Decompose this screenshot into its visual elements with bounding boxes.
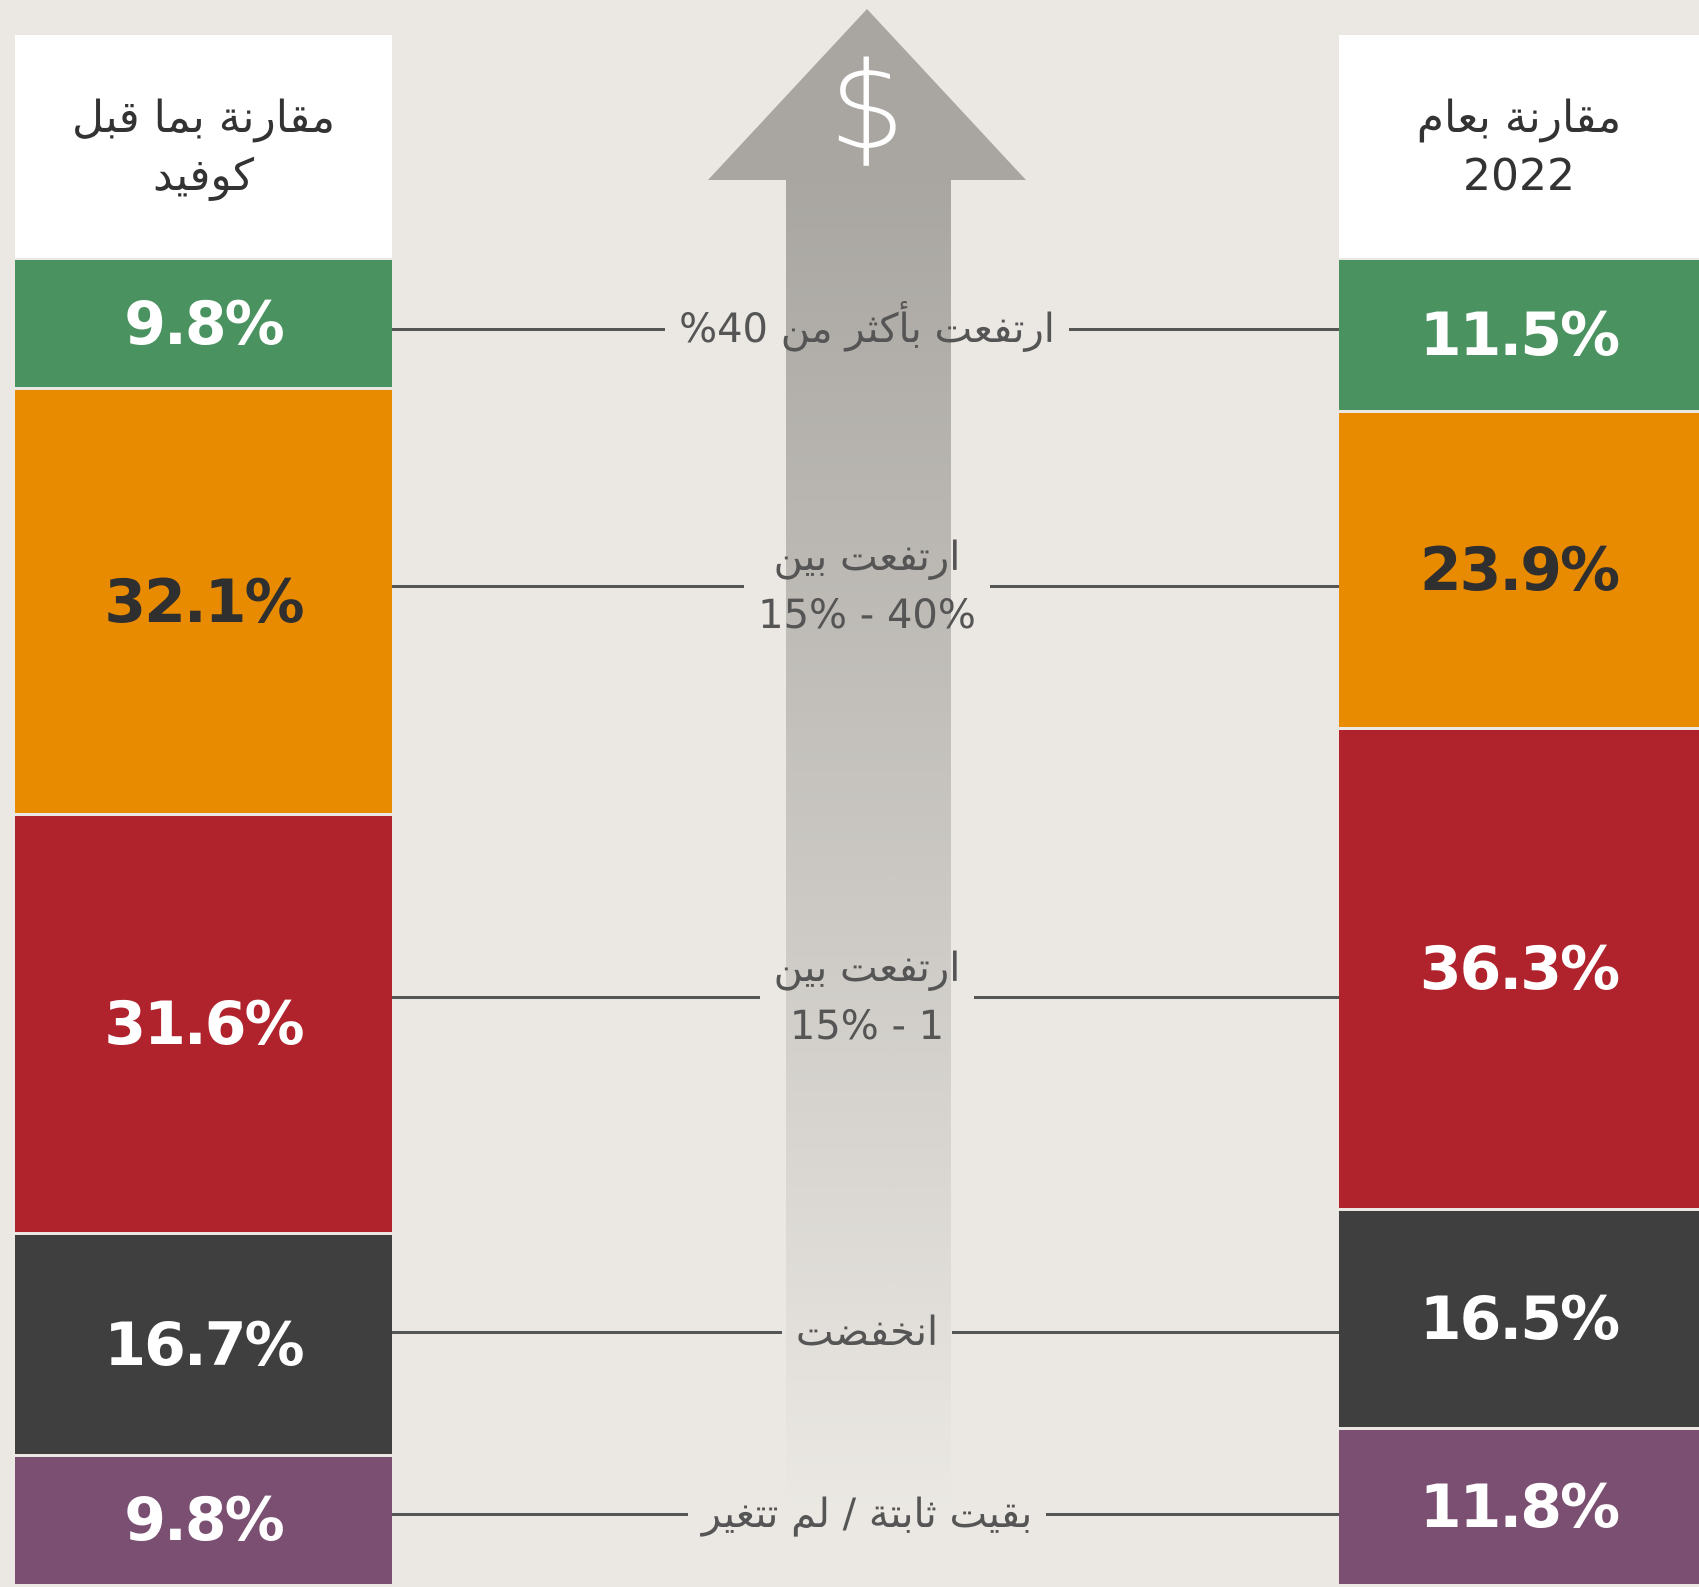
category-label: ارتفعت بين 40% - 15% bbox=[758, 533, 976, 638]
bar-segment bbox=[15, 390, 392, 813]
value-label: 36.3% bbox=[1419, 934, 1620, 1005]
connector-line bbox=[974, 995, 1339, 999]
value-label: 23.9% bbox=[1419, 534, 1620, 605]
connector-line bbox=[392, 584, 745, 588]
value-label: 31.6% bbox=[104, 989, 304, 1060]
bar-segment bbox=[15, 1235, 392, 1454]
bar-segment bbox=[1339, 260, 1699, 410]
bar-segment bbox=[15, 260, 392, 388]
bar-segment bbox=[15, 1456, 392, 1584]
bar-segment bbox=[15, 816, 392, 1233]
connector-line bbox=[989, 584, 1339, 588]
value-label: 32.1% bbox=[104, 566, 304, 637]
dollar-icon: $ bbox=[829, 38, 905, 177]
value-label: 9.8% bbox=[124, 1485, 284, 1556]
column-header: مقارنة بعام 2022 bbox=[1339, 35, 1699, 258]
bar-segment bbox=[1339, 729, 1699, 1209]
connector-line bbox=[1046, 1512, 1339, 1516]
value-label: 11.5% bbox=[1419, 299, 1620, 370]
connector-line bbox=[392, 328, 666, 332]
category-label: ارتفعت بين 1 - 15% bbox=[773, 944, 961, 1049]
arrow-shaft bbox=[786, 179, 951, 1509]
value-label: 16.5% bbox=[1419, 1284, 1620, 1355]
bar-segment bbox=[1339, 1430, 1699, 1584]
value-label: 16.7% bbox=[104, 1309, 304, 1380]
connector-line bbox=[392, 1512, 688, 1516]
bar-segment bbox=[1339, 1211, 1699, 1428]
column-header: مقارنة بما قبل كوفيد bbox=[15, 35, 392, 258]
category-label: انخفضت bbox=[795, 1309, 939, 1356]
connector-line bbox=[392, 1331, 782, 1335]
category-label: بقيت ثابتة / لم تتغير bbox=[701, 1490, 1033, 1537]
bar-segment bbox=[1339, 412, 1699, 727]
value-label: 11.8% bbox=[1419, 1472, 1620, 1543]
arrow-head bbox=[708, 9, 1026, 180]
value-label: 9.8% bbox=[124, 288, 284, 359]
connector-line bbox=[952, 1331, 1339, 1335]
connector-line bbox=[1068, 328, 1339, 332]
connector-line bbox=[392, 995, 760, 999]
category-label: ارتفعت بأكثر من 40% bbox=[679, 306, 1055, 353]
